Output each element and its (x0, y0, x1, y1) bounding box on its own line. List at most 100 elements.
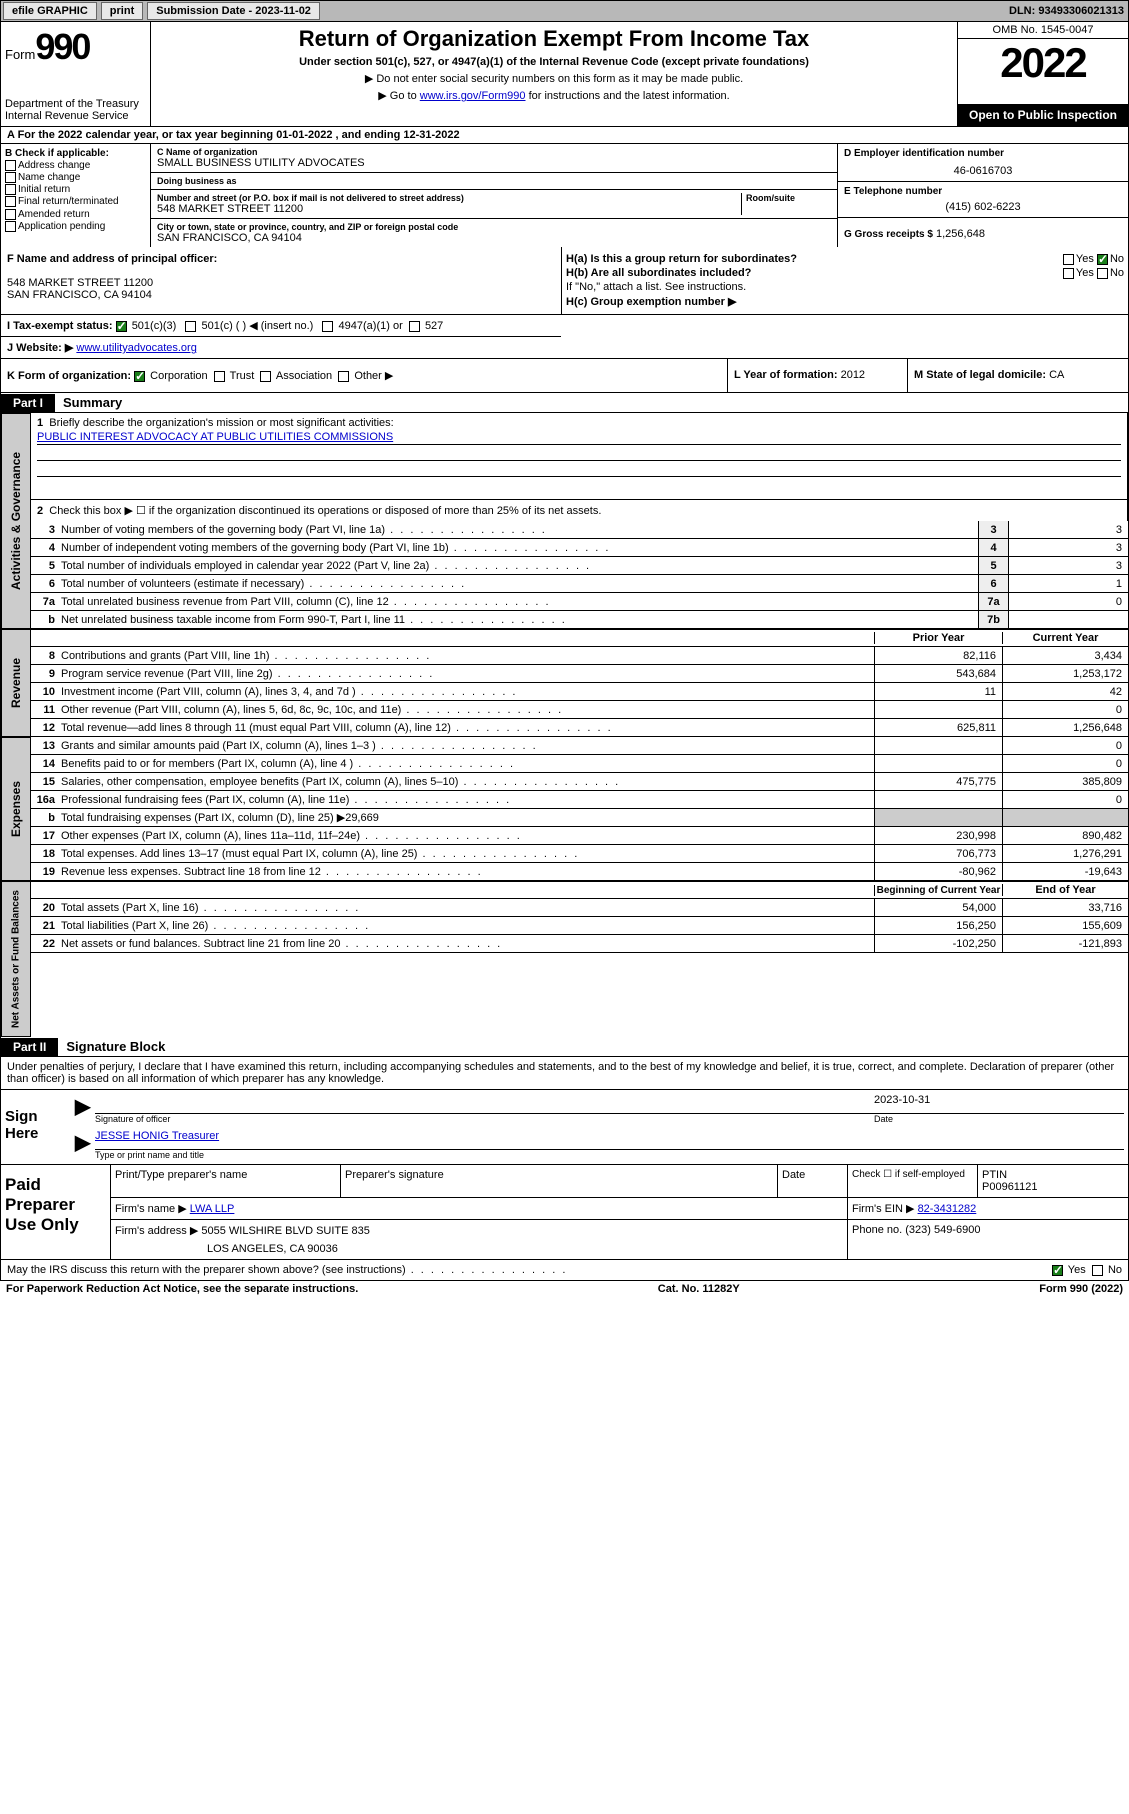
chk-final[interactable]: Final return/terminated (18, 197, 119, 208)
line-text: Benefits paid to or for members (Part IX… (61, 756, 874, 772)
gross-receipts: 1,256,648 (936, 228, 985, 240)
discuss-yes[interactable]: Yes (1068, 1264, 1086, 1276)
curr-val: 1,276,291 (1002, 845, 1128, 862)
row-i: I Tax-exempt status: 501(c)(3) 501(c) ( … (1, 315, 561, 336)
firm-ein[interactable]: 82-3431282 (918, 1203, 977, 1215)
begin-year-hdr: Beginning of Current Year (874, 885, 1002, 896)
top-bar: efile GRAPHIC print Submission Date - 20… (0, 0, 1129, 22)
chk-address[interactable]: Address change (18, 160, 90, 171)
chk-name[interactable]: Name change (18, 172, 80, 183)
line-num: 7a (31, 596, 61, 608)
form-title: Return of Organization Exempt From Incom… (155, 26, 953, 52)
row-k: K Form of organization: Corporation Trus… (1, 359, 728, 392)
line-num: 21 (31, 920, 61, 932)
section-revenue: Revenue Prior Year Current Year 8 Contri… (0, 629, 1129, 737)
ha-lbl: H(a) Is this a group return for subordin… (566, 253, 797, 265)
page-footer: For Paperwork Reduction Act Notice, see … (0, 1281, 1129, 1297)
chk-initial[interactable]: Initial return (18, 184, 70, 195)
prior-year-hdr: Prior Year (874, 632, 1002, 644)
k-corp[interactable]: Corporation (150, 370, 207, 382)
curr-val (1002, 809, 1128, 826)
i-527[interactable]: 527 (425, 320, 443, 332)
curr-val: 385,809 (1002, 773, 1128, 790)
mission-text[interactable]: PUBLIC INTEREST ADVOCACY AT PUBLIC UTILI… (37, 431, 393, 443)
check-self[interactable]: Check ☐ if self-employed (848, 1165, 978, 1197)
print-button[interactable]: print (101, 2, 143, 20)
col-h: H(a) Is this a group return for subordin… (561, 247, 1128, 314)
chk-pending[interactable]: Application pending (18, 221, 105, 232)
ha-yes[interactable]: Yes (1076, 253, 1094, 265)
chk-amended[interactable]: Amended return (18, 209, 90, 220)
ptin: P00961121 (982, 1181, 1037, 1193)
line-val: 3 (1008, 521, 1128, 538)
arrow-icon: ▶ (75, 1094, 95, 1124)
ha-no[interactable]: No (1110, 253, 1124, 265)
prior-val: 82,116 (874, 647, 1002, 664)
line-num: b (31, 614, 61, 626)
section-governance: Activities & Governance 1 Briefly descri… (0, 413, 1129, 629)
goto-pre: ▶ Go to (378, 90, 419, 102)
line-text: Total revenue—add lines 8 through 11 (mu… (61, 720, 874, 736)
line-text: Total number of individuals employed in … (61, 558, 978, 574)
discuss-no[interactable]: No (1108, 1264, 1122, 1276)
firm-name[interactable]: LWA LLP (190, 1203, 235, 1215)
line-box: 7b (978, 611, 1008, 628)
line-num: 10 (31, 686, 61, 698)
i-4947[interactable]: 4947(a)(1) or (339, 320, 403, 332)
hb-no[interactable]: No (1110, 267, 1124, 279)
officer-name[interactable]: JESSE HONIG Treasurer (95, 1130, 219, 1142)
col-b: B Check if applicable: Address change Na… (1, 144, 151, 247)
hb-yes[interactable]: Yes (1076, 267, 1094, 279)
k-other[interactable]: Other ▶ (354, 370, 393, 382)
header-center: Return of Organization Exempt From Incom… (151, 22, 958, 126)
i-501c3[interactable]: 501(c)(3) (132, 320, 177, 332)
website-link[interactable]: www.utilityadvocates.org (76, 342, 196, 354)
line-box: 7a (978, 593, 1008, 610)
row-a-taxyear: A For the 2022 calendar year, or tax yea… (0, 127, 1129, 144)
firm-addr-lbl: Firm's address ▶ (115, 1225, 198, 1237)
blank2 (61, 636, 874, 640)
vtab-governance: Activities & Governance (1, 413, 31, 629)
curr-val: 3,434 (1002, 647, 1128, 664)
line-text: Professional fundraising fees (Part IX, … (61, 792, 874, 808)
prior-val: 54,000 (874, 899, 1002, 916)
i-lbl: I Tax-exempt status: (7, 320, 113, 332)
cat-no: Cat. No. 11282Y (658, 1283, 740, 1295)
org-city: SAN FRANCISCO, CA 94104 (157, 232, 831, 244)
end-year-hdr: End of Year (1002, 884, 1128, 896)
date-lbl: Date (874, 1114, 1124, 1124)
line-val: 1 (1008, 575, 1128, 592)
curr-val: 33,716 (1002, 899, 1128, 916)
k-assoc[interactable]: Association (276, 370, 332, 382)
line-box: 5 (978, 557, 1008, 574)
line-num: 18 (31, 848, 61, 860)
officer-addr1: 548 MARKET STREET 11200 (7, 277, 555, 289)
firm-ein-lbl: Firm's EIN ▶ (852, 1203, 915, 1215)
form-header: Form990 Department of the Treasury Inter… (0, 22, 1129, 127)
line-text: Total expenses. Add lines 13–17 (must eq… (61, 846, 874, 862)
efile-label: efile GRAPHIC (3, 2, 97, 20)
curr-val: 1,256,648 (1002, 719, 1128, 736)
k-trust[interactable]: Trust (230, 370, 255, 382)
part1-header: Part I Summary (0, 393, 1129, 413)
vtab-netassets: Net Assets or Fund Balances (1, 881, 31, 1037)
c-name-lbl: C Name of organization (157, 147, 831, 157)
line-num: 13 (31, 740, 61, 752)
prep-name-lbl: Print/Type preparer's name (111, 1165, 341, 1197)
gross-lbl: G Gross receipts $ (844, 229, 933, 240)
line-text: Salaries, other compensation, employee b… (61, 774, 874, 790)
line-num: b (31, 812, 61, 824)
line-text: Grants and similar amounts paid (Part IX… (61, 738, 874, 754)
line-box: 6 (978, 575, 1008, 592)
line-text: Revenue less expenses. Subtract line 18 … (61, 864, 874, 880)
irs-link[interactable]: www.irs.gov/Form990 (420, 90, 526, 102)
l1-label: Briefly describe the organization's miss… (49, 417, 393, 429)
part2-tag: Part II (1, 1038, 58, 1056)
line-text: Net unrelated business taxable income fr… (61, 612, 978, 628)
line-num: 11 (31, 704, 61, 716)
i-501c[interactable]: 501(c) ( ) ◀ (insert no.) (202, 320, 314, 332)
line-text: Total assets (Part X, line 16) (61, 900, 874, 916)
officer-addr2: SAN FRANCISCO, CA 94104 (7, 289, 555, 301)
form-ref: Form 990 (2022) (1039, 1283, 1123, 1295)
sign-here: Sign Here ▶ Signature of officer 2023-10… (0, 1090, 1129, 1165)
